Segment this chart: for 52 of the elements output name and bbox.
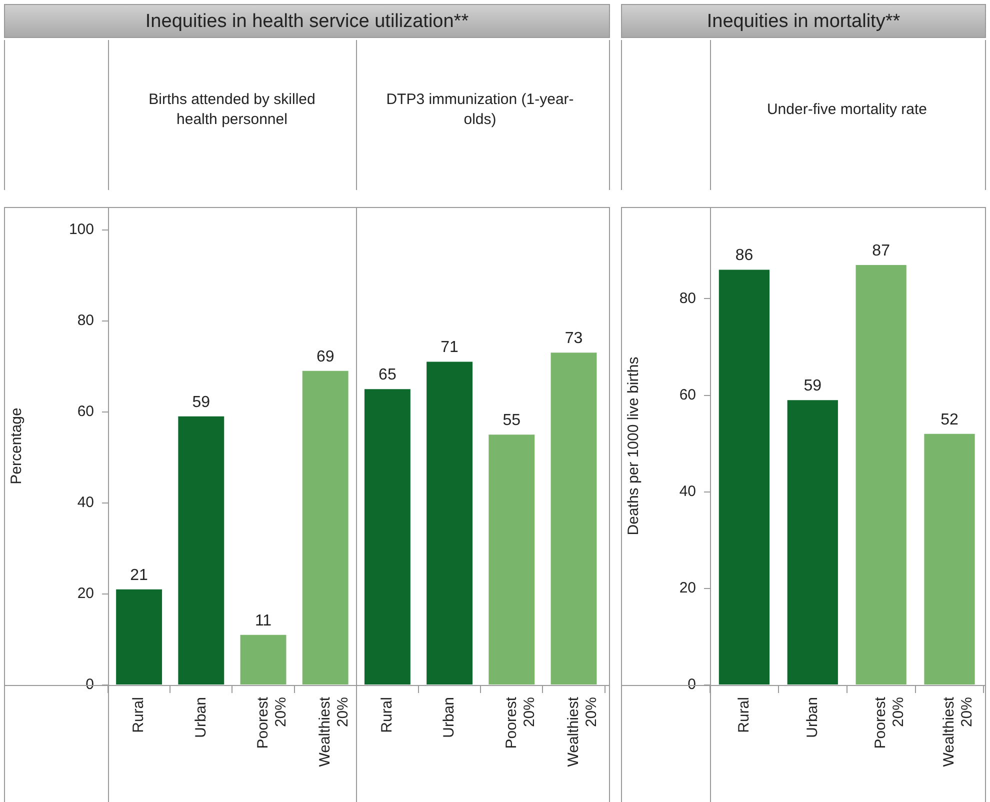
- x-tick-label: Poorest 20%: [502, 696, 538, 749]
- y-tick-label: 100: [68, 220, 94, 238]
- bar: [364, 389, 410, 684]
- x-tick-label: Rural: [735, 697, 752, 733]
- x-tick-label: Wealthiest 20%: [316, 696, 352, 767]
- bar: [178, 416, 224, 684]
- y-tick-label: 40: [77, 494, 94, 512]
- y-tick-label: 20: [679, 580, 696, 597]
- data-label: 21: [130, 566, 148, 584]
- bar: [856, 264, 906, 684]
- text: DTP3 immunization (1-year-olds): [385, 90, 575, 130]
- data-label: 11: [254, 612, 272, 630]
- x-tick-label: Poorest 20%: [872, 696, 908, 749]
- data-label: 59: [804, 378, 822, 395]
- y-tick-label: 60: [77, 403, 94, 420]
- bar: [426, 362, 473, 684]
- bar: [924, 434, 975, 684]
- y-tick-label: 40: [679, 483, 696, 500]
- x-tick-label: Wealthiest 20%: [940, 696, 976, 767]
- x-tick-label: Urban: [440, 697, 458, 738]
- x-tick-label: Poorest 20%: [254, 696, 290, 749]
- data-label: 55: [502, 412, 521, 430]
- chart-title: Inequities in health service utilization**: [4, 4, 610, 38]
- data-label: 65: [378, 366, 396, 384]
- y-axis-title: Deaths per 1000 live births: [625, 356, 642, 536]
- x-tick-label: Urban: [192, 697, 210, 738]
- y-tick-label: 20: [77, 585, 94, 602]
- bar: [488, 434, 535, 684]
- data-label: 59: [192, 394, 210, 411]
- bar: [302, 370, 348, 684]
- y-axis-title: Percentage: [8, 408, 26, 484]
- y-tick-label: 60: [679, 386, 696, 404]
- data-label: 87: [872, 242, 890, 260]
- bar: [240, 634, 286, 684]
- x-tick-label: Rural: [378, 697, 396, 733]
- data-label: 71: [440, 339, 459, 356]
- text: Births attended by skilled health personnel: [148, 90, 316, 130]
- data-label: 52: [940, 411, 958, 428]
- y-tick-label: 80: [77, 312, 94, 329]
- data-label: 86: [735, 247, 754, 264]
- bar: [116, 589, 162, 684]
- text: Under-five mortality rate: [766, 100, 928, 120]
- x-tick-label: Wealthiest 20%: [564, 696, 600, 767]
- bar: [550, 352, 597, 684]
- bar: [787, 400, 838, 684]
- data-label: 69: [316, 348, 334, 366]
- x-tick-label: Rural: [130, 697, 148, 733]
- bar: [718, 270, 770, 684]
- chart-title: Inequities in mortality**: [621, 4, 986, 38]
- y-tick-label: 80: [679, 290, 696, 307]
- x-tick-label: Urban: [804, 697, 821, 738]
- data-label: 73: [564, 330, 583, 348]
